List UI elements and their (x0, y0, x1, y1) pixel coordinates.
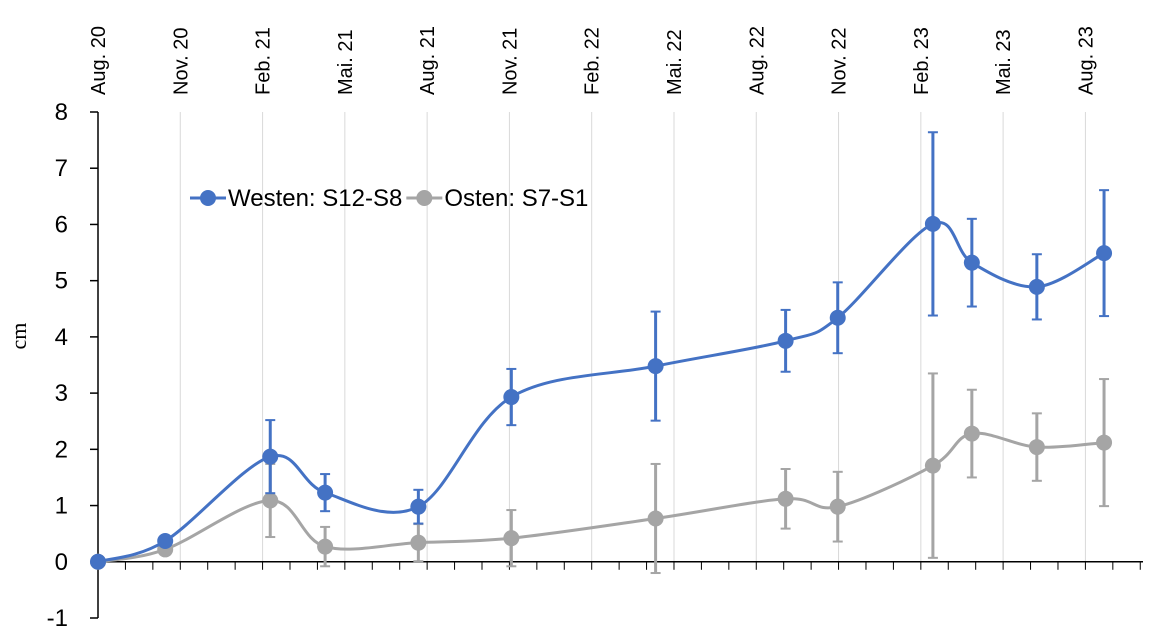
y-tick-label: -1 (47, 605, 68, 632)
legend-label: Osten: S7-S1 (444, 185, 588, 212)
x-tick-label: Mai. 22 (664, 29, 686, 95)
point (1096, 434, 1113, 451)
series-line (97, 220, 1105, 564)
y-tick-label: 7 (55, 155, 68, 182)
x-tick-label: Feb. 23 (911, 27, 933, 95)
point (503, 389, 520, 406)
legend-label: Westen: S12-S8 (228, 185, 402, 212)
point (262, 448, 279, 465)
x-tick-label: Aug. 20 (88, 26, 110, 95)
x-tick-label: Mai. 21 (335, 29, 357, 95)
point (1028, 278, 1045, 295)
y-tick-label: 0 (55, 549, 68, 576)
legend-marker (416, 190, 433, 206)
y-tick-label: 6 (55, 211, 68, 238)
series-line (97, 431, 1105, 564)
x-tick-label: Feb. 21 (253, 27, 275, 95)
point (262, 492, 279, 509)
point (410, 534, 427, 551)
y-tick-label: 1 (55, 493, 68, 520)
point (90, 553, 106, 570)
point (647, 510, 664, 527)
point (503, 530, 520, 547)
x-tick-label: Nov. 22 (829, 28, 851, 95)
point (647, 358, 664, 375)
y-tick-label: 3 (55, 380, 68, 407)
point (317, 484, 334, 501)
y-tick-label: 4 (55, 324, 68, 351)
point (924, 457, 941, 474)
point (829, 498, 846, 515)
x-tick-label: Nov. 20 (170, 28, 192, 95)
x-tick-label: Mai. 23 (993, 29, 1015, 95)
point (963, 254, 980, 271)
x-tick-label: Aug. 21 (417, 26, 439, 95)
point (317, 538, 334, 555)
point (157, 532, 174, 549)
point (777, 332, 794, 349)
point (829, 309, 846, 326)
y-tick-label: 5 (55, 268, 68, 295)
x-tick-label: Feb. 22 (582, 27, 604, 95)
point (924, 215, 941, 232)
legend-marker (200, 190, 216, 206)
point (777, 490, 794, 507)
y-axis-label: cm (6, 323, 31, 350)
point (1096, 245, 1113, 262)
y-tick-label: 2 (55, 436, 68, 463)
point (963, 425, 980, 442)
point (1028, 439, 1045, 456)
point (410, 498, 427, 515)
y-tick-label: 8 (55, 99, 68, 126)
x-tick-label: Nov. 21 (499, 28, 521, 95)
x-tick-label: Aug. 22 (746, 26, 768, 95)
x-tick-label: Aug. 23 (1075, 26, 1097, 95)
